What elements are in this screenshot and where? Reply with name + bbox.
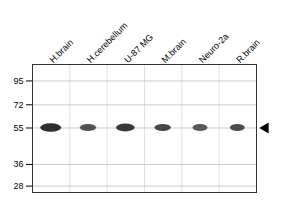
svg-text:M.brain: M.brain <box>160 37 188 65</box>
svg-text:55: 55 <box>13 123 23 133</box>
svg-text:Neuro-2a: Neuro-2a <box>197 31 231 65</box>
svg-text:H.cerebellum: H.cerebellum <box>84 20 130 65</box>
svg-text:H.brain: H.brain <box>48 37 76 65</box>
svg-text:U-87 MG: U-87 MG <box>122 32 155 65</box>
svg-text:36: 36 <box>13 159 23 169</box>
svg-text:R.brain: R.brain <box>234 37 262 65</box>
svg-text:72: 72 <box>13 100 23 110</box>
svg-text:95: 95 <box>13 76 23 86</box>
svg-text:28: 28 <box>13 181 23 191</box>
